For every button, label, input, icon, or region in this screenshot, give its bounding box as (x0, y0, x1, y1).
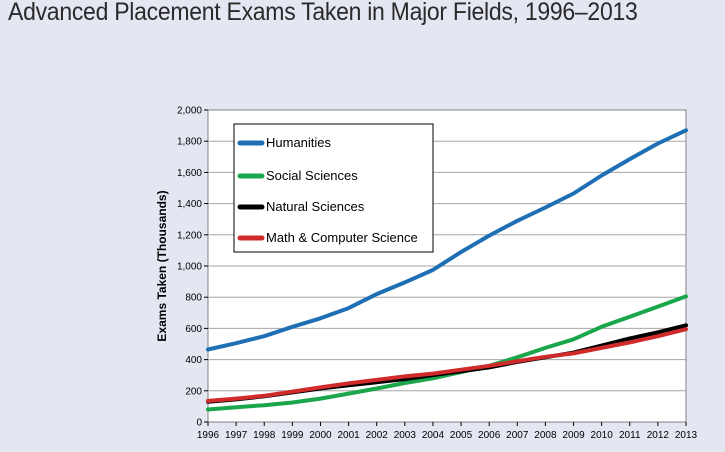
legend: Humanities Social Sciences Natural Science… (233, 123, 434, 253)
y-tick-label: 2,000 (177, 106, 202, 117)
x-tick-label: 2005 (450, 430, 473, 441)
series-line-math-computer-science (206, 327, 688, 403)
x-tick-label: 2010 (591, 430, 614, 441)
x-tick-label: 2012 (647, 430, 670, 441)
y-tick-label: 400 (185, 355, 202, 366)
x-tick-label: 2009 (562, 430, 585, 441)
y-tick-label: 1,600 (177, 168, 202, 179)
y-tick-label: 1,400 (177, 199, 202, 210)
x-tick-label: 2003 (394, 430, 417, 441)
x-tick-label: 2008 (534, 430, 557, 441)
x-tick-label: 2006 (478, 430, 501, 441)
x-tick-label: 2013 (675, 430, 698, 441)
x-tick-label: 2004 (422, 430, 445, 441)
x-tick-label: 2000 (309, 430, 332, 441)
y-tick-label: 800 (185, 293, 202, 304)
x-tick-label: 1999 (281, 430, 304, 441)
series-lines (206, 128, 688, 412)
x-tick-label: 1996 (197, 430, 220, 441)
y-tick-label: 1,000 (177, 262, 202, 273)
y-axis-label: Exams Taken (Thousands) (155, 190, 169, 341)
x-tick-label: 2001 (337, 430, 360, 441)
legend-label-humanities: Humanities (266, 135, 332, 150)
x-axis-ticks: 1996 1997 1998 1999 2000 2001 2002 2003 2004 2005… (197, 422, 698, 441)
x-tick-label: 2002 (366, 430, 389, 441)
x-tick-label: 1998 (253, 430, 276, 441)
y-tick-label: 600 (185, 324, 202, 335)
x-tick-label: 1997 (225, 430, 248, 441)
chart-title: Advanced Placement Exams Taken in Major … (8, 0, 638, 26)
legend-box (233, 123, 434, 253)
y-tick-label: 1,200 (177, 230, 202, 241)
legend-label-social-sciences: Social Sciences (266, 168, 358, 183)
series-line-humanities (206, 128, 688, 352)
x-tick-label: 2011 (619, 430, 641, 441)
y-tick-label: 0 (196, 418, 202, 429)
y-tick-label: 200 (185, 386, 202, 397)
legend-label-natural-sciences: Natural Sciences (266, 199, 365, 214)
y-axis-ticks: 0 200 400 600 800 1,000 1,200 1,400 1,600 1,800 2,… (177, 106, 208, 429)
x-tick-label: 2007 (506, 430, 529, 441)
y-tick-label: 1,800 (177, 137, 202, 148)
legend-label-math-computer-science: Math & Computer Science (266, 230, 418, 245)
